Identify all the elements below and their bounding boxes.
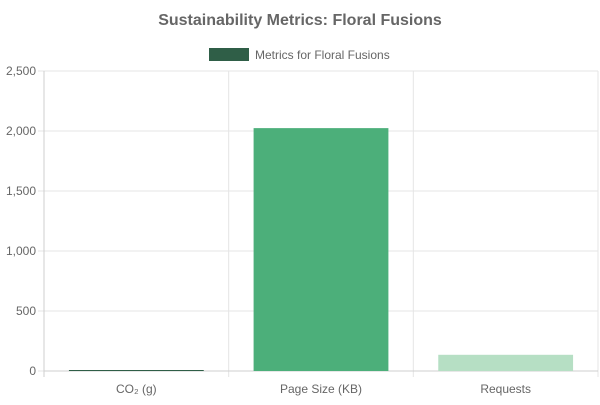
- legend-swatch: [209, 48, 249, 61]
- y-axis-ticks: 0 500 1,000 1,500 2,000 2,500: [6, 64, 36, 378]
- y-tick-label: 500: [16, 304, 36, 318]
- chart-title: Sustainability Metrics: Floral Fusions: [158, 12, 442, 29]
- bars: [68, 128, 574, 371]
- legend[interactable]: Metrics for Floral Fusions: [209, 48, 390, 62]
- y-tick-label: 1,500: [6, 184, 36, 198]
- x-axis-ticks: CO₂ (g) Page Size (KB) Requests: [116, 382, 531, 396]
- x-tick-label: CO₂ (g): [116, 382, 157, 396]
- bar-0[interactable]: [68, 370, 204, 371]
- legend-label: Metrics for Floral Fusions: [255, 48, 390, 62]
- y-tick-label: 2,500: [6, 64, 36, 78]
- y-tick-label: 2,000: [6, 124, 36, 138]
- y-tick-label: 1,000: [6, 244, 36, 258]
- x-tick-label: Page Size (KB): [280, 382, 362, 396]
- x-tick-label: Requests: [480, 382, 531, 396]
- bar-2[interactable]: [438, 354, 574, 371]
- y-tick-label: 0: [29, 364, 36, 378]
- bar-1[interactable]: [253, 128, 389, 371]
